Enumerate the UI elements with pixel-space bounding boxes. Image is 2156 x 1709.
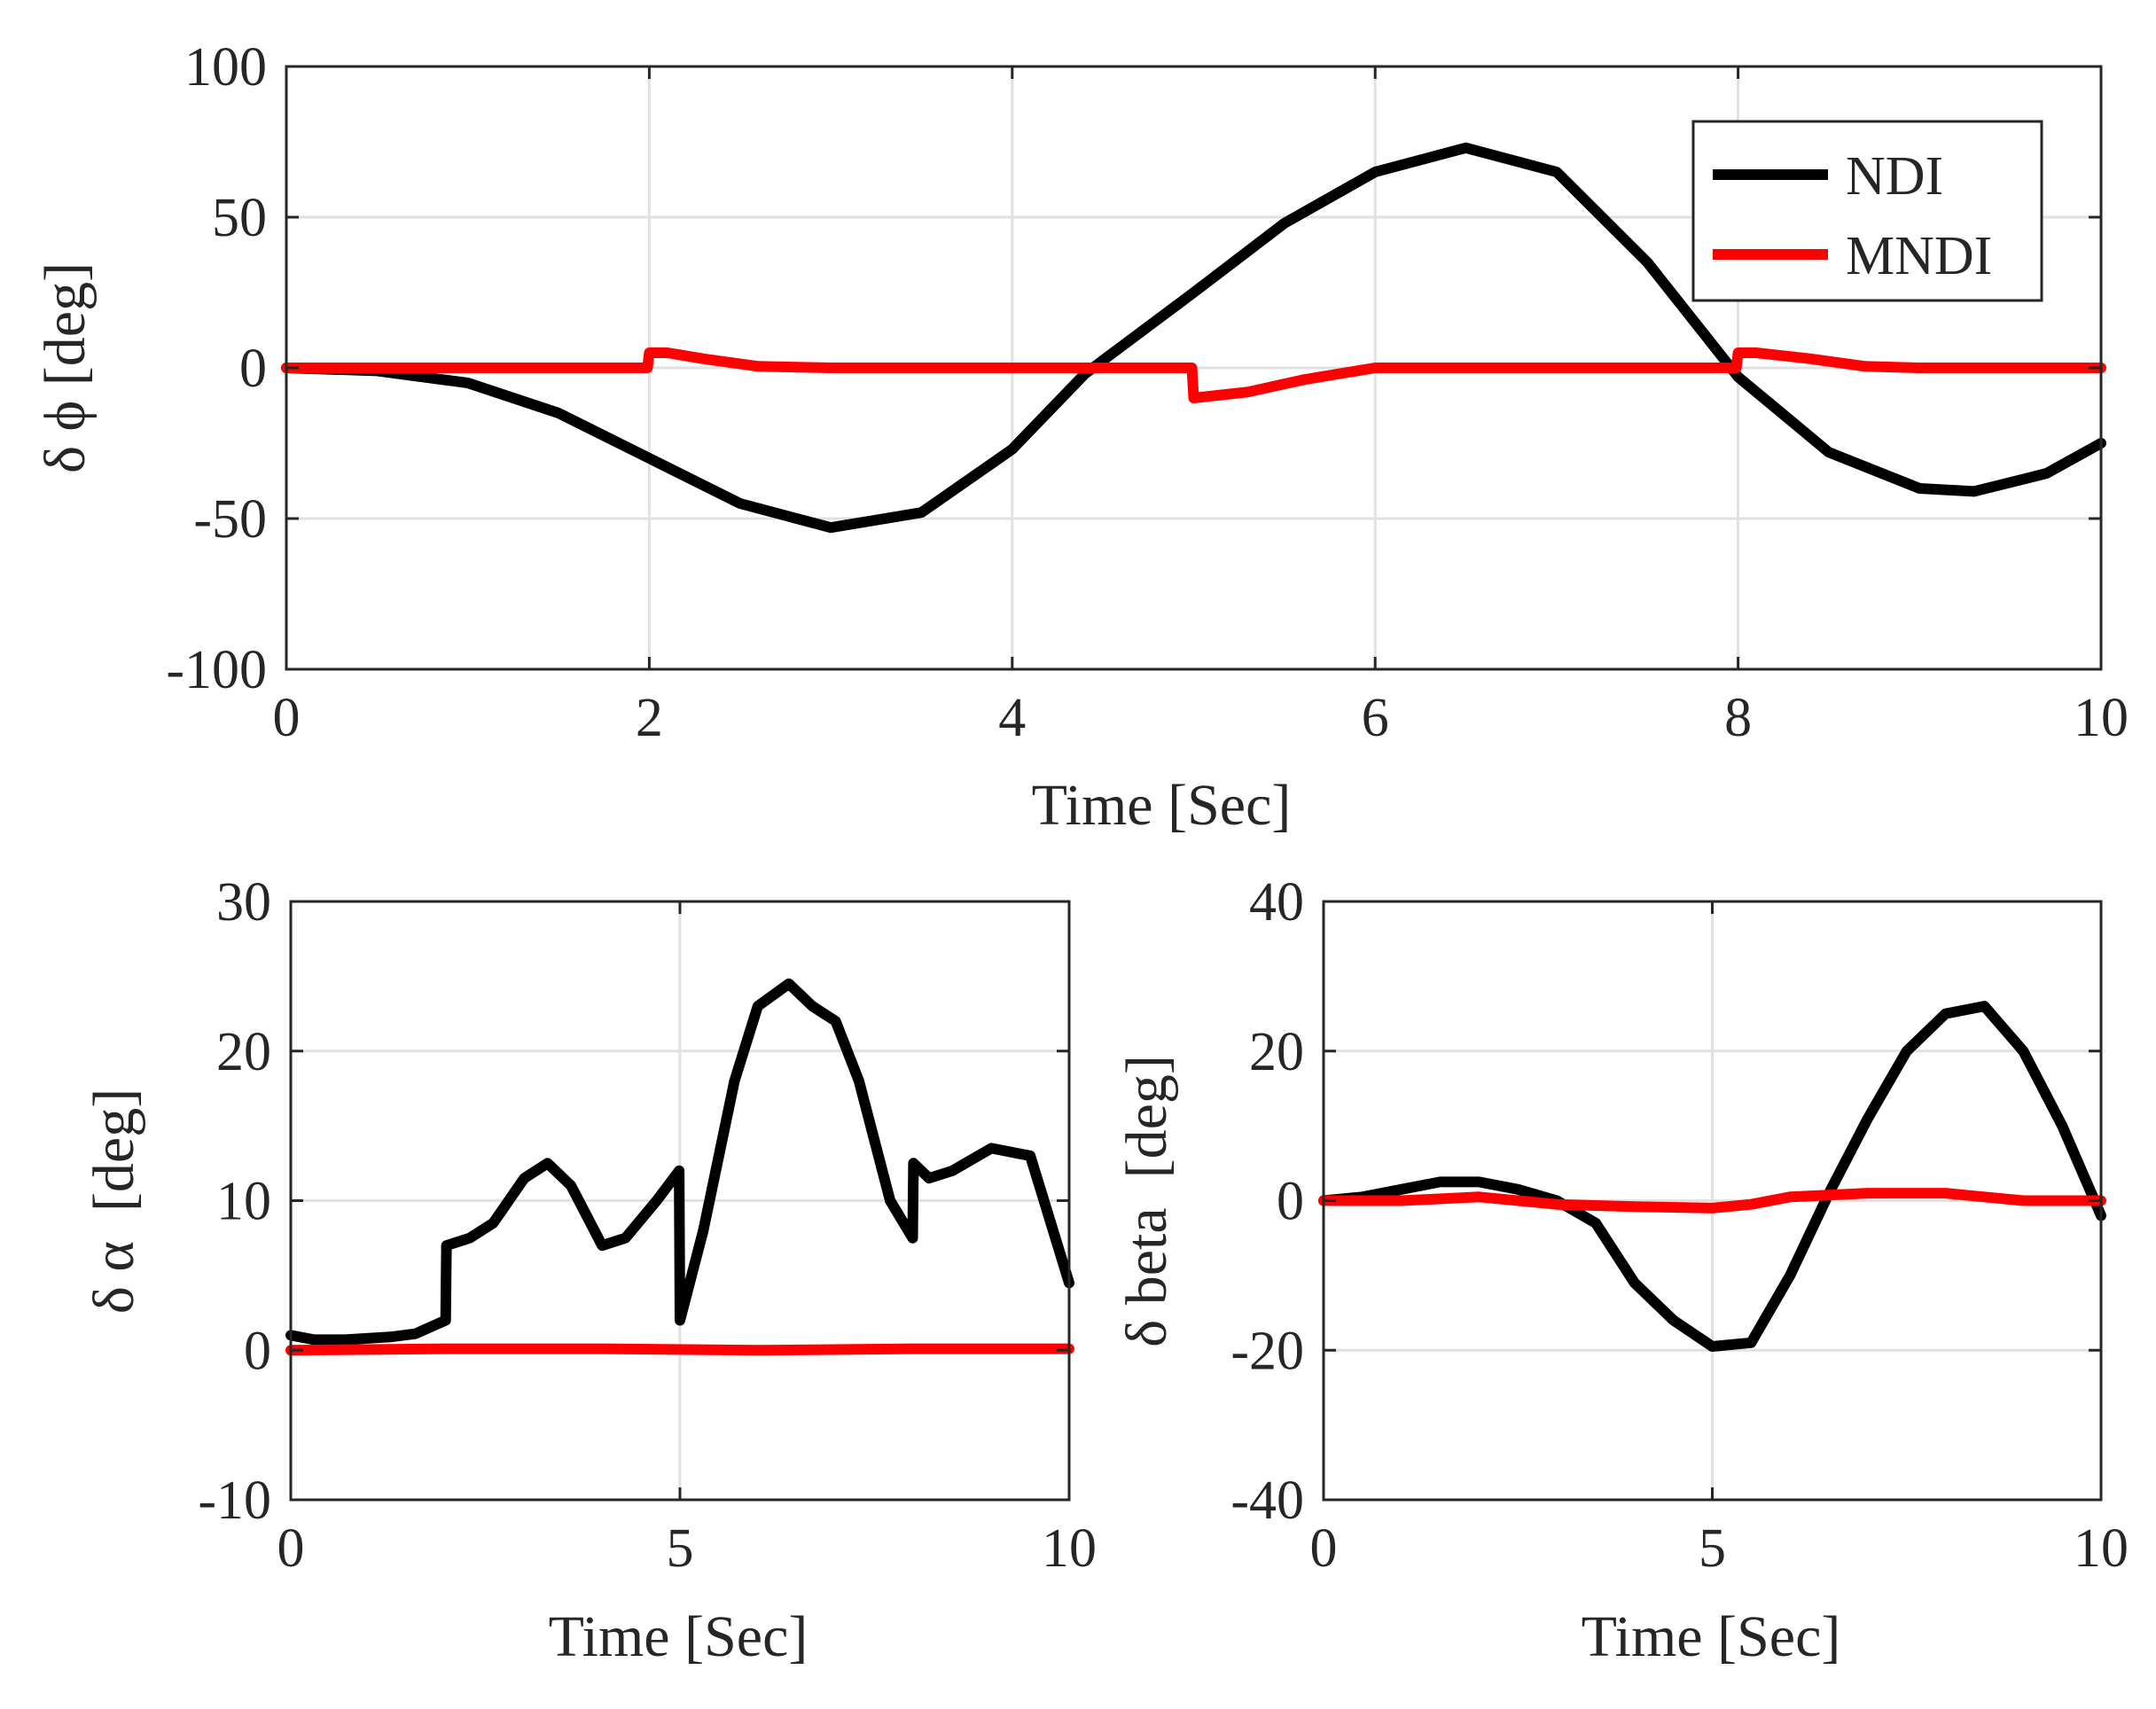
beta-xtick-label: 10	[2074, 1518, 2129, 1579]
roll-xtick-label: 2	[636, 688, 663, 748]
roll-xtick-label: 0	[273, 688, 301, 748]
roll-series-ndi	[281, 142, 2106, 534]
roll-ytick-label: -100	[166, 640, 267, 700]
alpha-xtick-label: 5	[667, 1518, 694, 1579]
roll-xtick-label: 8	[1724, 688, 1752, 748]
alpha-xlabel: Time [Sec]	[549, 1604, 808, 1669]
roll-ytick-label: 0	[239, 339, 267, 399]
beta-ytick-label: 0	[1277, 1172, 1304, 1232]
beta-series-mndi	[1318, 1188, 2106, 1213]
beta-xtick-label: 5	[1699, 1518, 1726, 1579]
roll-xtick-label: 4	[998, 688, 1026, 748]
alpha-ytick-label: -10	[198, 1471, 271, 1531]
beta-axes: 0 5 10 -40 -20 0 20 40 Time [Sec] δ beta [deg]	[1114, 872, 2129, 1669]
alpha-series-mndi	[285, 1343, 1074, 1356]
roll-xtick-label: 6	[1362, 688, 1389, 748]
beta-ytick-label: -20	[1230, 1321, 1304, 1381]
roll-xlabel: Time [Sec]	[1032, 773, 1292, 838]
beta-ytick-label: 20	[1249, 1022, 1304, 1082]
legend-label-ndi: NDI	[1846, 146, 1943, 207]
alpha-ytick-label: 30	[216, 872, 271, 933]
alpha-ytick-label: 0	[244, 1321, 271, 1381]
beta-ytick-label: 40	[1249, 872, 1304, 933]
alpha-xtick-label: 10	[1042, 1518, 1097, 1579]
alpha-ytick-label: 20	[216, 1022, 271, 1082]
alpha-ytick-label: 10	[216, 1172, 271, 1232]
roll-ytick-label: -50	[193, 489, 267, 550]
legend-label-mndi: MNDI	[1846, 226, 1992, 286]
legend-box	[1691, 120, 2043, 302]
roll-ytick-label: 50	[212, 188, 267, 248]
beta-series-ndi	[1318, 1001, 2106, 1352]
beta-ylabel: δ beta [deg]	[1114, 1055, 1179, 1347]
roll-series-mndi	[281, 347, 2106, 403]
alpha-ylabel: δ α [deg]	[82, 1089, 146, 1314]
roll-legend: NDI MNDI	[1691, 120, 2043, 302]
beta-xtick-label: 0	[1310, 1518, 1338, 1579]
beta-ytick-label: -40	[1230, 1471, 1304, 1531]
alpha-series-ndi	[285, 978, 1074, 1346]
beta-xlabel: Time [Sec]	[1582, 1604, 1841, 1669]
alpha-xtick-label: 0	[277, 1518, 305, 1579]
roll-xtick-label: 10	[2074, 688, 2129, 748]
roll-axes: 0 2 4 6 8 10 -100 -50 0 50 100 Time [Sec] δ ϕ [deg] N…	[33, 37, 2129, 838]
roll-ytick-label: 100	[184, 37, 267, 98]
roll-ylabel: δ ϕ [deg]	[33, 262, 98, 473]
